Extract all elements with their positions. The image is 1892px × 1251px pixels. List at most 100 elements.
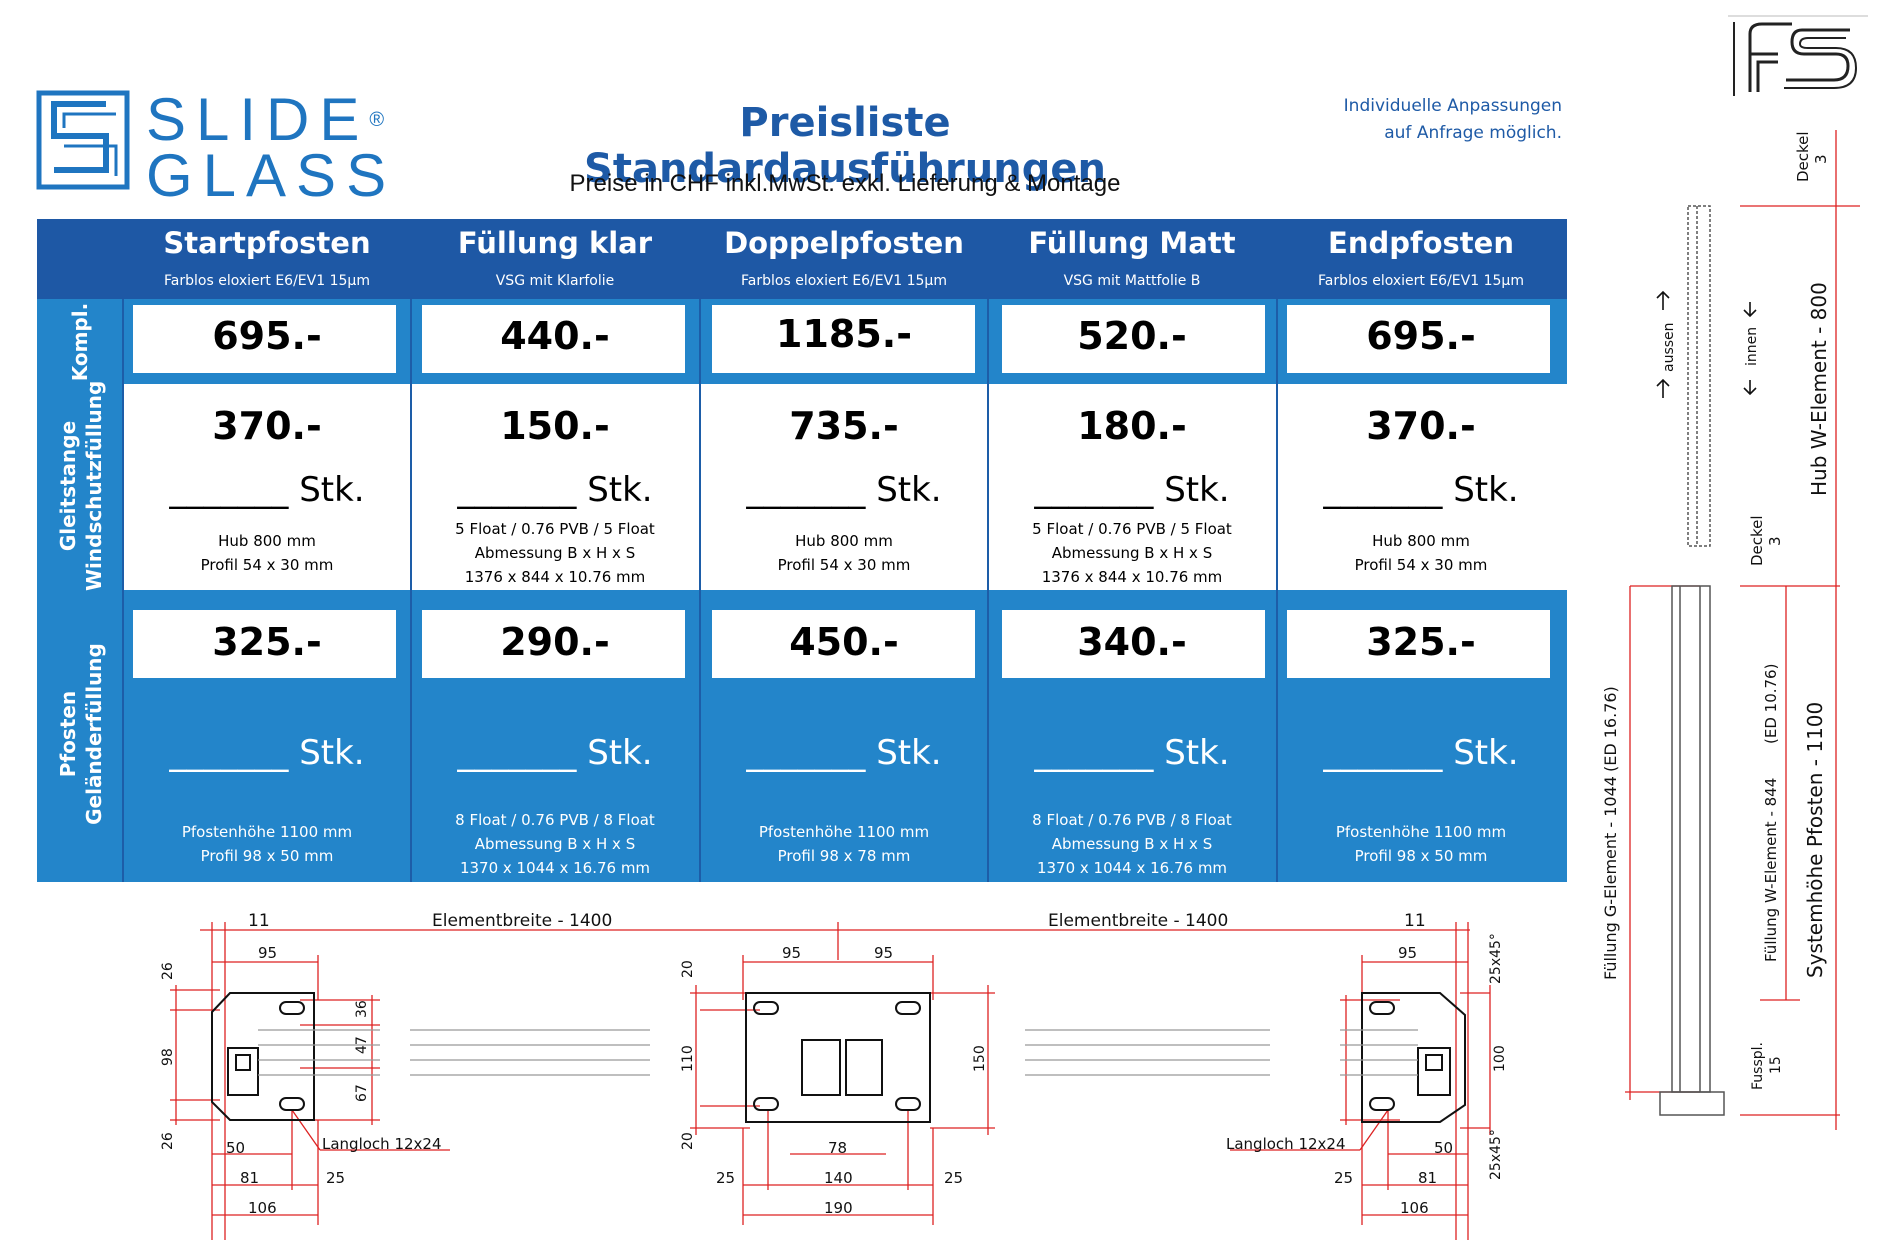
- brand-name: SLIDE® GLASS: [146, 90, 397, 209]
- spec-text: Hub 800 mm Profil 54 x 30 mm: [777, 532, 911, 574]
- col-sub: Farblos eloxiert E6/EV1 15µm: [1318, 273, 1524, 289]
- col-divider: [410, 299, 412, 882]
- price-kompl: 695.-: [1366, 314, 1476, 358]
- price-pfosten: 325.-: [1366, 620, 1476, 664]
- dim-label: 190: [824, 1199, 853, 1217]
- dim-label: Elementbreite - 1400: [432, 911, 612, 931]
- col-header-fuellung-klar: Füllung klar VSG mit Klarfolie: [411, 222, 699, 294]
- price-box: [133, 305, 396, 373]
- price-pfosten: 325.-: [212, 620, 322, 664]
- direction-arrow-icon: [1656, 290, 1757, 398]
- dim-label: 26: [160, 962, 176, 980]
- dim-label: 98: [160, 1048, 176, 1066]
- col-divider: [122, 299, 124, 882]
- dim-label: 25x45°: [1488, 933, 1504, 984]
- dim-label: 95: [782, 944, 801, 962]
- spec-text: Pfostenhöhe 1100 mm Profil 98 x 50 mm: [1335, 823, 1507, 865]
- dim-label: 100: [1492, 1045, 1508, 1072]
- quantity-field[interactable]: _______ Stk.: [457, 470, 653, 510]
- quantity-field[interactable]: _______ Stk.: [746, 733, 942, 773]
- price-gleitstange: 370.-: [1366, 404, 1476, 448]
- price-gleitstange: 735.-: [789, 404, 899, 448]
- spec-text: 5 Float / 0.76 PVB / 5 Float Abmessung B …: [455, 520, 655, 586]
- side-label: 15: [1768, 1056, 1784, 1074]
- dim-label: 110: [680, 1045, 696, 1072]
- note-line1: Individuelle Anpassungen: [1343, 96, 1562, 116]
- dim-label: 50: [226, 1139, 245, 1157]
- dim-label: 26: [160, 1132, 176, 1150]
- dim-label: 81: [240, 1169, 259, 1187]
- dim-label: 25x45°: [1488, 1129, 1504, 1180]
- page-subtitle: Preise in CHF inkl.MwSt. exkl. Lieferung…: [569, 170, 1121, 197]
- price-box: [133, 610, 396, 678]
- dim-label: 20: [680, 1132, 696, 1150]
- dim-label: Langloch 12x24: [1226, 1135, 1346, 1153]
- side-label: Deckel: [1748, 515, 1766, 566]
- spec-text: 8 Float / 0.76 PVB / 8 Float Abmessung B …: [1032, 811, 1232, 877]
- quantity-field[interactable]: _______ Stk.: [457, 733, 653, 773]
- side-label: Systemhöhe Pfosten - 1100: [1803, 702, 1827, 978]
- price-gleitstange: 150.-: [500, 404, 610, 448]
- side-label: Füllung G-Element - 1044: [1601, 776, 1620, 980]
- spec-text: Pfostenhöhe 1100 mm Profil 98 x 50 mm: [181, 823, 353, 865]
- quantity-field[interactable]: _______ Stk.: [1323, 470, 1519, 510]
- logo-line2: GLASS: [146, 142, 397, 209]
- slide-glass-logo-icon: [36, 90, 130, 190]
- side-label: Hub W-Element - 800: [1807, 282, 1831, 496]
- side-label: 3: [1812, 154, 1830, 164]
- dim-label: 11: [1404, 911, 1426, 931]
- dim-label: 67: [354, 1084, 370, 1102]
- col-divider: [987, 299, 989, 882]
- dim-label: 25: [1334, 1169, 1353, 1187]
- price-box: [422, 305, 685, 373]
- side-label: innen: [1744, 327, 1760, 366]
- col-name: Startpfosten: [163, 226, 371, 260]
- price-box: [1002, 610, 1265, 678]
- col-name: Füllung Matt: [1028, 226, 1236, 260]
- quantity-field[interactable]: _______ Stk.: [1034, 733, 1230, 773]
- dim-label: 78: [828, 1139, 847, 1157]
- price-gleitstange: 180.-: [1077, 404, 1187, 448]
- quantity-field[interactable]: _______ Stk.: [169, 733, 365, 773]
- dim-label: 11: [248, 911, 270, 931]
- price-kompl: 695.-: [212, 314, 322, 358]
- price-pfosten: 290.-: [500, 620, 610, 664]
- dim-label: Elementbreite - 1400: [1048, 911, 1228, 931]
- col-sub: VSG mit Mattfolie B: [1063, 273, 1201, 289]
- price-box: [1002, 305, 1265, 373]
- dim-label: 50: [1434, 1139, 1453, 1157]
- col-header-startpfosten: Startpfosten Farblos eloxiert E6/EV1 15µ…: [123, 222, 411, 294]
- quantity-field[interactable]: _______ Stk.: [1034, 470, 1230, 510]
- price-kompl: 1185.-: [776, 312, 912, 356]
- spec-text: Hub 800 mm Profil 54 x 30 mm: [1354, 532, 1488, 574]
- spec-text: Pfostenhöhe 1100 mm Profil 98 x 78 mm: [758, 823, 930, 865]
- dim-label: 47: [354, 1036, 370, 1054]
- col-name: Endpfosten: [1328, 226, 1514, 260]
- spec-text: Hub 800 mm Profil 54 x 30 mm: [200, 532, 334, 574]
- price-box: [712, 305, 975, 373]
- col-header-endpfosten: Endpfosten Farblos eloxiert E6/EV1 15µm: [1277, 222, 1565, 294]
- logo-line1: SLIDE: [146, 86, 370, 153]
- price-pfosten: 340.-: [1077, 620, 1187, 664]
- quantity-field[interactable]: _______ Stk.: [1323, 733, 1519, 773]
- dim-label: 81: [1418, 1169, 1437, 1187]
- fs-logo-icon: [1728, 15, 1868, 96]
- price-box: [1287, 305, 1550, 373]
- dim-label: Langloch 12x24: [322, 1135, 442, 1153]
- price-pfosten: 450.-: [789, 620, 899, 664]
- dim-label: 150: [972, 1045, 988, 1072]
- side-label: (ED 10.76): [1762, 664, 1780, 744]
- col-divider: [699, 299, 701, 882]
- price-kompl: 440.-: [500, 314, 610, 358]
- col-name: Doppelpfosten: [724, 226, 964, 260]
- quantity-field[interactable]: _______ Stk.: [169, 470, 365, 510]
- col-sub: Farblos eloxiert E6/EV1 15µm: [164, 273, 370, 289]
- price-box: [712, 610, 975, 678]
- spec-text: 5 Float / 0.76 PVB / 5 Float Abmessung B …: [1032, 520, 1232, 586]
- price-gleitstange: 370.-: [212, 404, 322, 448]
- page-title: Preisliste Standardausführungen: [584, 100, 1106, 192]
- quantity-field[interactable]: _______ Stk.: [746, 470, 942, 510]
- side-label: aussen: [1661, 322, 1677, 372]
- spec-text: 8 Float / 0.76 PVB / 8 Float Abmessung B …: [455, 811, 655, 877]
- col-sub: VSG mit Klarfolie: [495, 273, 615, 289]
